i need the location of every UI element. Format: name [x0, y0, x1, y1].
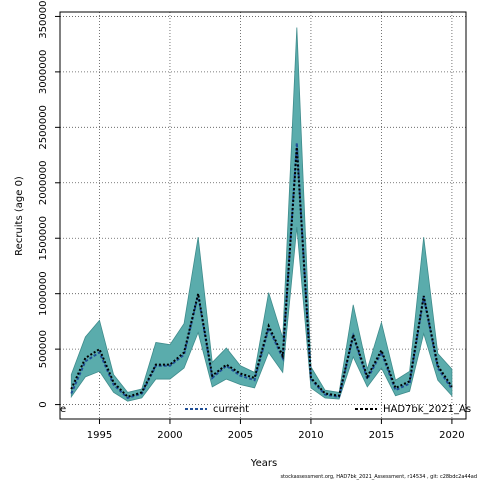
x-axis: 1995 2000 2005 2010 2015 2020 — [87, 419, 465, 441]
y-tick-label: 0 — [38, 401, 49, 407]
y-tick-label: 1500000 — [38, 216, 49, 261]
legend-label-had: HAD7bk_2021_As — [383, 404, 471, 415]
footer-credit: stockassessment.org, HAD7bk_2021_Assessm… — [280, 474, 477, 480]
y-tick-label: 3500000 — [38, 0, 49, 39]
confidence-band-area — [70, 27, 453, 402]
series-line-current — [70, 142, 453, 400]
x-axis-title: Years — [250, 458, 277, 469]
y-tick-label: 2000000 — [38, 161, 49, 206]
legend-left-fragment: e — [60, 404, 66, 415]
x-tick-label: 1995 — [87, 430, 112, 441]
y-tick-label: 3000000 — [38, 50, 49, 95]
plot-frame — [59, 11, 467, 420]
series-line-had — [70, 147, 453, 398]
x-tick-label: 2000 — [157, 430, 182, 441]
y-axis: 0 500000 1000000 1500000 2000000 2500000 30000… — [38, 0, 60, 408]
x-tick-label: 2010 — [298, 430, 323, 441]
x-tick-label: 2020 — [439, 430, 464, 441]
confidence-band — [70, 27, 453, 402]
y-tick-label: 1000000 — [38, 271, 49, 316]
y-axis-title: Recruits (age 0) — [14, 176, 25, 256]
y-tick-label: 2500000 — [38, 105, 49, 150]
legend-label-current: current — [213, 404, 249, 415]
series-lines — [70, 142, 453, 400]
y-tick-label: 500000 — [38, 330, 49, 368]
legend: e current HAD7bk_2021_As — [60, 404, 471, 415]
x-tick-label: 2005 — [228, 430, 253, 441]
x-tick-label: 2015 — [369, 430, 394, 441]
